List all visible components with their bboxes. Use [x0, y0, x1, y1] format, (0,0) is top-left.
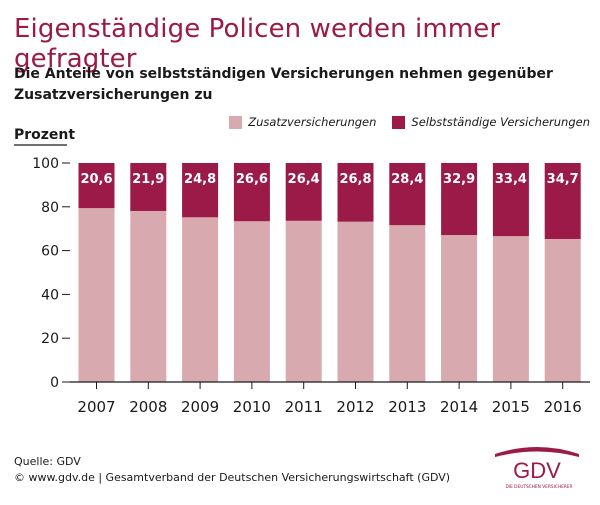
bar-zusatz [337, 221, 374, 382]
y-tick-label: 20 [41, 331, 59, 347]
bar-zusatz [233, 221, 270, 382]
bar-zusatz [285, 220, 322, 382]
bar-selbst [441, 163, 478, 236]
bar-zusatz [182, 217, 219, 382]
chart-subtitle: Die Anteile von selbstständigen Versiche… [14, 66, 553, 103]
x-tick-label: 2007 [77, 398, 115, 416]
y-axis-title: Prozent [14, 127, 75, 143]
bar-zusatz [492, 236, 529, 382]
bar-zusatz [130, 210, 167, 382]
gdv-logo: GDV DIE DEUTSCHEN VERSICHERER [495, 447, 579, 490]
bar-selbst [337, 163, 374, 222]
legend-label-zusatz: Zusatzversicherungen [248, 115, 377, 129]
data-label-selbst: 26,4 [288, 172, 320, 187]
x-tick-label: 2012 [336, 398, 374, 416]
data-label-selbst: 26,6 [236, 172, 268, 187]
data-label-selbst: 28,4 [391, 172, 423, 187]
bar-selbst [182, 163, 219, 218]
y-tick-label: 80 [41, 200, 59, 216]
x-tick-label: 2010 [233, 398, 271, 416]
x-tick-label: 2015 [492, 398, 530, 416]
bar-zusatz [544, 238, 581, 382]
bar-selbst [285, 163, 322, 221]
x-tick-label: 2008 [129, 398, 167, 416]
legend-swatch-selbst [392, 115, 406, 129]
y-tick-label: 0 [50, 375, 59, 391]
bar-zusatz [389, 225, 426, 382]
bar-zusatz [441, 235, 478, 382]
bar-selbst [233, 163, 270, 222]
legend-item-zusatz: Zusatzversicherungen [229, 115, 376, 129]
source-note: Quelle: GDV [14, 455, 81, 468]
y-tick-label: 100 [32, 156, 59, 172]
y-tick-label: 60 [41, 244, 59, 260]
copyright-note: © www.gdv.de | Gesamtverband der Deutsch… [14, 471, 451, 484]
data-label-selbst: 32,9 [443, 172, 475, 187]
bar-selbst [492, 163, 529, 237]
data-label-selbst: 21,9 [132, 172, 164, 187]
y-tick-label: 40 [41, 287, 59, 303]
footer: Quelle: GDV © www.gdv.de | Gesamtverband… [14, 454, 450, 486]
data-label-selbst: 33,4 [495, 172, 527, 187]
legend: Zusatzversicherungen Selbstständige Vers… [213, 115, 590, 129]
chart-title: Eigenständige Policen werden immer gefra… [14, 14, 501, 74]
bar-selbst [78, 163, 115, 209]
x-tick-label: 2011 [285, 398, 323, 416]
bar-selbst [130, 163, 167, 211]
stacked-bar-chart: Prozent 0 20 40 60 80 100 20,6 2007 21,9 2008 24,8 2… [14, 127, 590, 416]
data-label-selbst: 24,8 [184, 172, 216, 187]
bar-selbst [389, 163, 426, 226]
data-label-selbst: 20,6 [80, 172, 112, 187]
bar-selbst [544, 163, 581, 239]
logo-text: GDV [513, 458, 561, 483]
bar-zusatz [78, 208, 115, 382]
x-tick-label: 2014 [440, 398, 478, 416]
x-tick-label: 2016 [544, 398, 582, 416]
legend-label-selbst: Selbstständige Versicherungen [411, 115, 590, 129]
legend-swatch-zusatz [229, 115, 243, 129]
logo-tagline: DIE DEUTSCHEN VERSICHERER [506, 484, 573, 490]
x-tick-label: 2009 [181, 398, 219, 416]
data-label-selbst: 26,8 [339, 172, 371, 187]
logo-arc-icon [495, 447, 579, 457]
data-label-selbst: 34,7 [547, 172, 579, 187]
x-tick-label: 2013 [388, 398, 426, 416]
legend-item-selbst: Selbstständige Versicherungen [392, 115, 590, 129]
